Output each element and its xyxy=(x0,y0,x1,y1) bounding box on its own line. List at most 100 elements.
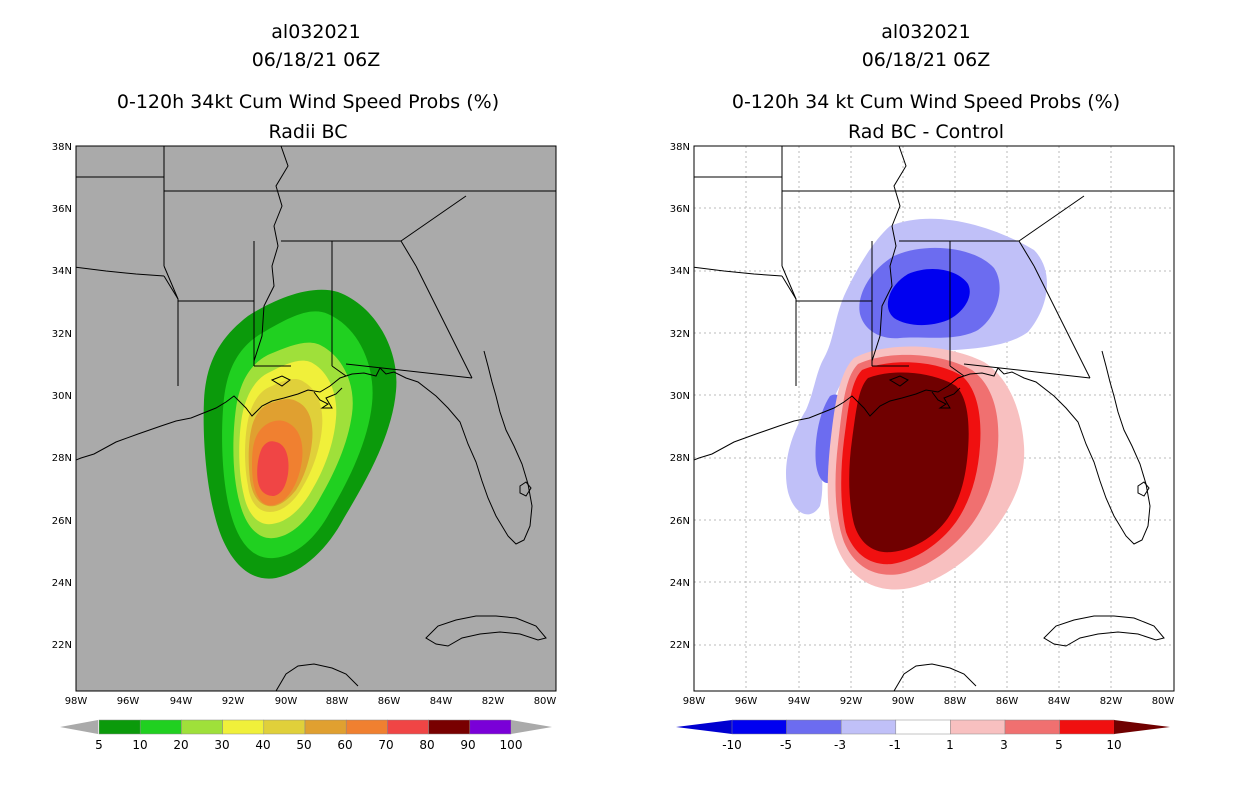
right-lat-label: 22N xyxy=(670,640,690,651)
right-lon-label: 84W xyxy=(1048,696,1071,707)
right-lat-label: 36N xyxy=(670,204,690,215)
left-lon-labels: 98W 96W 94W 92W 90W 88W 86W 84W 82W 80W xyxy=(65,696,557,707)
right-contour-pos10 xyxy=(849,372,969,553)
right-panel: al032021 06/18/21 06Z 0-120h 34 kt Cum W… xyxy=(670,21,1175,752)
left-colorbar-swatch xyxy=(345,719,388,735)
left-title-product: 0-120h 34kt Cum Wind Speed Probs (%) xyxy=(117,91,499,113)
left-colorbar-swatch xyxy=(263,719,306,735)
right-lon-label: 96W xyxy=(735,696,758,707)
right-lon-label: 92W xyxy=(840,696,863,707)
right-lat-label: 38N xyxy=(670,142,690,153)
right-colorbar-label: -3 xyxy=(834,738,846,752)
left-title-storm-id: al032021 xyxy=(271,21,360,43)
left-lon-label: 90W xyxy=(275,696,298,707)
left-lat-label: 32N xyxy=(52,329,72,340)
right-colorbar-label: 10 xyxy=(1106,738,1121,752)
left-colorbar-swatch xyxy=(222,719,265,735)
left-lat-label: 38N xyxy=(52,142,72,153)
right-lon-label: 94W xyxy=(788,696,811,707)
left-map-field xyxy=(76,146,556,691)
right-lat-label: 24N xyxy=(670,578,690,589)
left-lat-label: 26N xyxy=(52,516,72,527)
right-lon-label: 90W xyxy=(892,696,915,707)
left-colorbar-label: 100 xyxy=(500,738,523,752)
right-lon-label: 86W xyxy=(996,696,1019,707)
left-lon-label: 86W xyxy=(378,696,401,707)
left-lat-label: 24N xyxy=(52,578,72,589)
right-colorbar-label: -10 xyxy=(722,738,742,752)
left-colorbar-label: 30 xyxy=(214,738,229,752)
left-colorbar-label: 10 xyxy=(132,738,147,752)
right-title-product: 0-120h 34 kt Cum Wind Speed Probs (%) xyxy=(732,91,1120,113)
left-lon-label: 88W xyxy=(326,696,349,707)
right-lon-label: 88W xyxy=(944,696,967,707)
left-colorbar-under-arrow xyxy=(60,720,98,734)
left-colorbar-label: 5 xyxy=(95,738,103,752)
left-colorbar-label: 90 xyxy=(460,738,475,752)
right-contour-neg5 xyxy=(887,269,970,326)
left-title-subtitle: Radii BC xyxy=(268,121,347,143)
left-lat-label: 34N xyxy=(52,266,72,277)
right-colorbar-under-arrow xyxy=(676,720,732,734)
right-map-field xyxy=(694,146,1174,691)
left-colorbar-over-arrow xyxy=(511,720,552,734)
right-colorbar-swatch xyxy=(895,719,951,735)
right-lon-label: 80W xyxy=(1152,696,1175,707)
left-lon-label: 92W xyxy=(222,696,245,707)
left-colorbar-swatch xyxy=(139,719,182,735)
right-lat-label: 30N xyxy=(670,391,690,402)
right-colorbar-swatch xyxy=(840,719,897,735)
left-colorbar-label: 50 xyxy=(296,738,311,752)
left-lon-label: 94W xyxy=(170,696,193,707)
right-title-datetime: 06/18/21 06Z xyxy=(862,49,991,71)
right-colorbar-swatch xyxy=(1004,719,1060,735)
right-colorbar: -10 -5 -3 -1 1 3 5 10 xyxy=(676,719,1170,752)
left-colorbar-label: 60 xyxy=(337,738,352,752)
right-lat-label: 34N xyxy=(670,266,690,277)
left-colorbar-swatch xyxy=(387,719,429,735)
right-lat-label: 28N xyxy=(670,453,690,464)
left-colorbar-swatch xyxy=(469,719,512,735)
left-colorbar-label: 20 xyxy=(173,738,188,752)
right-colorbar-label: 3 xyxy=(1000,738,1008,752)
left-lon-label: 80W xyxy=(534,696,557,707)
right-colorbar-label: 5 xyxy=(1055,738,1063,752)
right-lat-label: 26N xyxy=(670,516,690,527)
left-lat-labels: 38N 36N 34N 32N 30N 28N 26N 24N 22N xyxy=(52,142,72,651)
left-colorbar-label: 80 xyxy=(419,738,434,752)
left-lon-label: 96W xyxy=(117,696,140,707)
right-lon-label: 82W xyxy=(1100,696,1123,707)
left-map-frame xyxy=(75,145,557,692)
right-lon-label: 98W xyxy=(683,696,706,707)
right-colorbar-label: -1 xyxy=(889,738,901,752)
right-title-storm-id: al032021 xyxy=(881,21,970,43)
right-colorbar-swatch xyxy=(1059,719,1115,735)
left-lon-label: 98W xyxy=(65,696,88,707)
left-panel: al032021 06/18/21 06Z 0-120h 34kt Cum Wi… xyxy=(52,21,557,752)
left-colorbar-swatch xyxy=(98,719,141,735)
left-lon-label: 82W xyxy=(482,696,505,707)
left-colorbar-label: 70 xyxy=(378,738,393,752)
left-colorbar-swatch xyxy=(304,719,347,735)
right-colorbar-over-arrow xyxy=(1114,720,1170,734)
left-lat-label: 28N xyxy=(52,453,72,464)
right-map-frame xyxy=(693,145,1175,692)
left-colorbar-label: 40 xyxy=(255,738,270,752)
left-colorbar-swatch xyxy=(181,719,223,735)
right-colorbar-label: 1 xyxy=(946,738,954,752)
left-lat-label: 30N xyxy=(52,391,72,402)
left-colorbar: 5 10 20 30 40 50 60 70 80 90 100 xyxy=(60,719,552,752)
left-lon-label: 84W xyxy=(430,696,453,707)
right-lat-labels: 38N 36N 34N 32N 30N 28N 26N 24N 22N xyxy=(670,142,690,651)
right-colorbar-swatch xyxy=(950,719,1006,735)
right-title-subtitle: Rad BC - Control xyxy=(848,121,1004,143)
right-colorbar-swatch xyxy=(786,719,842,735)
right-colorbar-swatch xyxy=(731,719,787,735)
right-lon-labels: 98W 96W 94W 92W 90W 88W 86W 84W 82W 80W xyxy=(683,696,1175,707)
right-colorbar-label: -5 xyxy=(780,738,792,752)
left-contour-70 xyxy=(257,441,289,496)
left-lat-label: 22N xyxy=(52,640,72,651)
left-colorbar-swatch xyxy=(428,719,471,735)
left-title-datetime: 06/18/21 06Z xyxy=(252,49,381,71)
